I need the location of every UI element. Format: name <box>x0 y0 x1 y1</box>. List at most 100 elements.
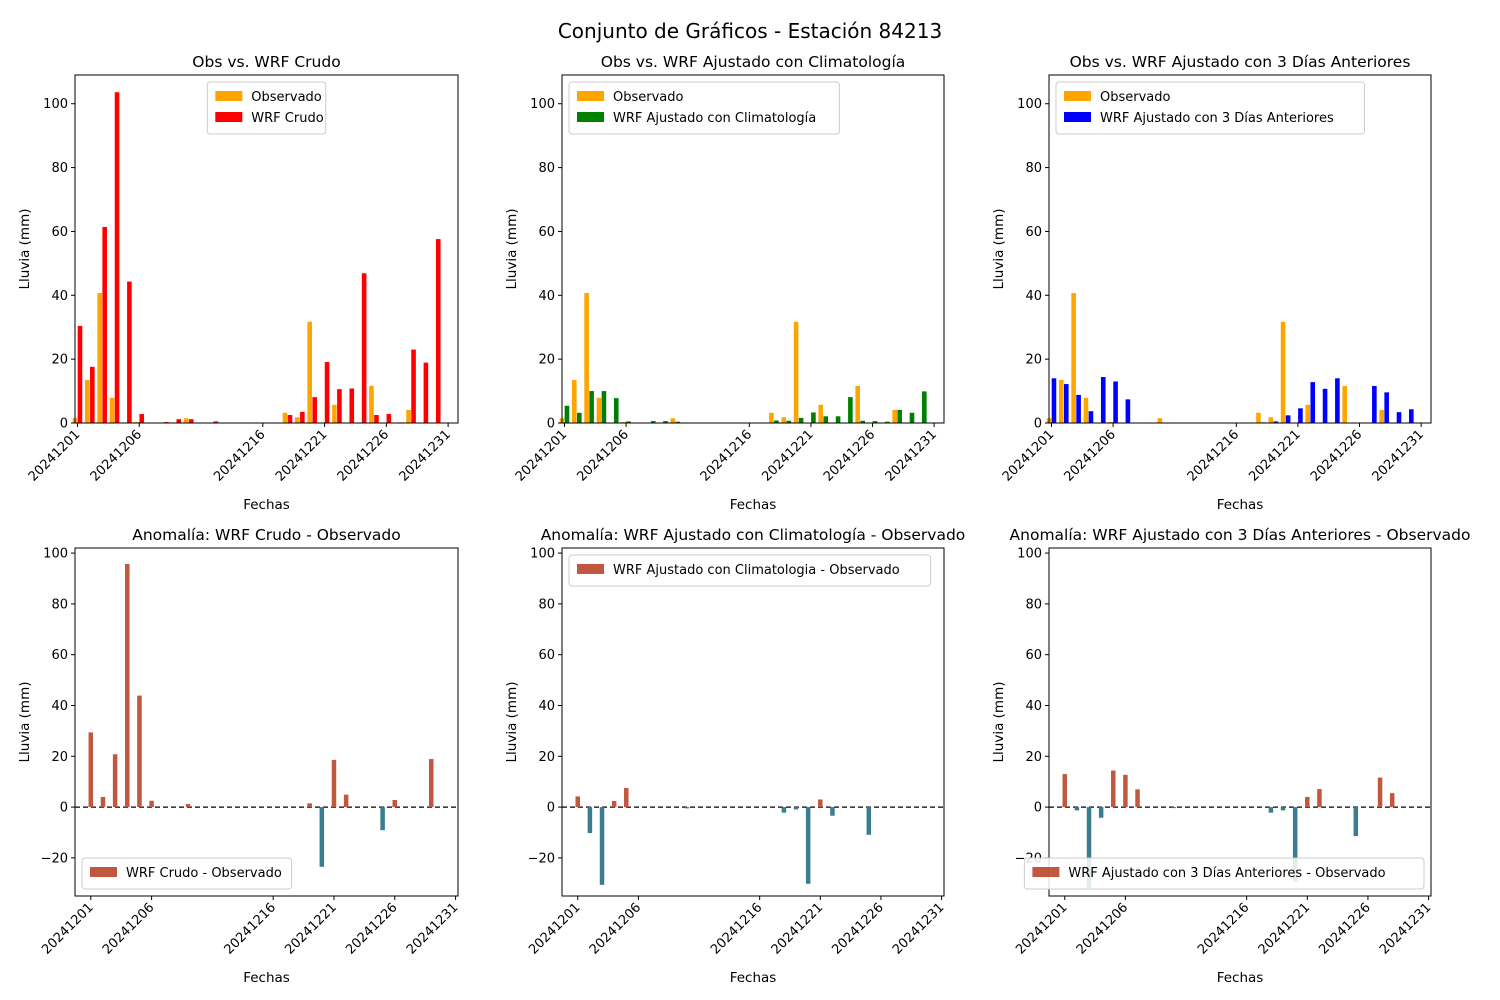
y-tick-label: 80 <box>51 161 68 176</box>
legend-box <box>568 81 840 135</box>
x-tick-label: 20241201 <box>39 900 96 957</box>
y-tick-label: 100 <box>43 547 68 562</box>
y-tick-label: 100 <box>1017 97 1042 112</box>
y-axis-label: Lluvia (mm) <box>504 209 520 290</box>
bar-model-19 <box>300 411 305 423</box>
legend-swatch <box>577 112 604 122</box>
x-tick-label: 20241221 <box>273 427 330 484</box>
x-tick-label: 20241221 <box>1246 427 1303 484</box>
axes-frame <box>74 74 459 424</box>
bar-model-2 <box>587 807 593 834</box>
x-tick-label: 20241226 <box>1308 427 1365 484</box>
x-axis-label: Fechas <box>243 970 290 986</box>
legend-label: WRF Ajustado con 3 Días Anteriores <box>1100 111 1334 126</box>
bar-model-2 <box>1074 807 1080 811</box>
y-tick-label: 40 <box>51 289 68 304</box>
bar-model-1 <box>564 405 570 423</box>
y-tick-label: 0 <box>1034 417 1042 432</box>
legend-box <box>1023 857 1425 890</box>
x-tick-label: 20241216 <box>211 427 268 484</box>
x-tick-label: 20241226 <box>343 900 400 957</box>
bar-model-9 <box>176 419 182 423</box>
y-tick-label: 40 <box>1025 699 1042 714</box>
bar-model-24 <box>361 273 367 423</box>
bar-model-12 <box>213 421 219 423</box>
bar-model-18 <box>781 807 787 813</box>
y-tick-label: 40 <box>538 289 555 304</box>
bar-model-5 <box>613 398 619 423</box>
bar-model-2 <box>90 366 95 423</box>
x-tick-label: 20241226 <box>829 900 886 957</box>
y-tick-label: 0 <box>60 417 68 432</box>
y-tick-label: 40 <box>1025 289 1042 304</box>
y-tick-label: 100 <box>530 547 555 562</box>
bar-model-5 <box>624 788 629 808</box>
axes-frame <box>74 547 459 897</box>
bar-model-9 <box>663 421 668 423</box>
bar-model-29 <box>429 759 434 808</box>
x-tick-label: 20241231 <box>890 900 947 957</box>
bar-observado-10 <box>1157 418 1163 423</box>
bar-observado-19 <box>781 417 787 423</box>
bar-model-7 <box>1135 789 1140 808</box>
bar-model-20 <box>319 807 325 867</box>
legend-label: Observado <box>1100 90 1171 105</box>
bar-observado-2 <box>1058 379 1064 423</box>
x-tick-label: 20241206 <box>88 427 145 484</box>
legend-label: WRF Ajustado con 3 Días Anteriores - Obs… <box>1068 866 1385 881</box>
bar-observado-22 <box>332 404 337 423</box>
bar-observado-28 <box>892 409 897 423</box>
bar-observado-4 <box>1083 397 1089 423</box>
bar-model-1 <box>1062 774 1068 808</box>
bar-model-28 <box>1384 392 1389 423</box>
x-tick-label: 20241226 <box>821 427 878 484</box>
bar-model-27 <box>1377 777 1383 808</box>
bar-model-21 <box>818 799 823 808</box>
x-tick-label: 20241216 <box>708 900 765 957</box>
bar-model-23 <box>349 388 355 423</box>
figure-suptitle: Conjunto de Gráficos - Estación 84213 <box>558 19 942 43</box>
y-axis-label: Lluvia (mm) <box>504 682 520 763</box>
bar-observado-4 <box>596 397 602 423</box>
bar-model-5 <box>1111 770 1116 808</box>
bar-observado-28 <box>406 409 411 423</box>
x-axis-label: Fechas <box>730 970 777 986</box>
bar-observado-3 <box>97 293 102 423</box>
x-tick-label: 20241231 <box>1370 427 1427 484</box>
bar-model-18 <box>287 415 293 423</box>
bar-model-20 <box>805 807 811 884</box>
legend-swatch <box>1064 112 1091 122</box>
bar-model-2 <box>1063 384 1069 423</box>
legend-label: WRF Ajustado con Climatología <box>613 111 816 126</box>
x-tick-label: 20241216 <box>1195 900 1252 957</box>
panel-p4: Anomalía: WRF Crudo - Observado −20 0 20 40 6… <box>17 526 461 986</box>
y-tick-label: 60 <box>51 648 68 663</box>
legend: Observado WRF Ajustado con 3 Días Anterio… <box>1055 81 1365 135</box>
legend-swatch <box>90 867 117 877</box>
bar-model-22 <box>343 794 349 808</box>
panel-title: Anomalía: WRF Ajustado con Climatología … <box>541 526 966 544</box>
bar-model-3 <box>1076 394 1081 423</box>
y-tick-label: 20 <box>1025 353 1042 368</box>
bar-model-1 <box>88 732 94 808</box>
y-tick-label: 20 <box>1025 750 1042 765</box>
bar-model-25 <box>860 420 866 423</box>
legend-box <box>1055 81 1365 135</box>
x-tick-label: 20241221 <box>769 900 826 957</box>
x-axis-label: Fechas <box>1217 970 1264 986</box>
bar-model-25 <box>374 415 379 423</box>
bar-observado-3 <box>584 293 589 423</box>
x-axis-label: Fechas <box>730 497 777 513</box>
bar-model-1 <box>77 325 83 423</box>
bar-model-29 <box>909 412 915 423</box>
y-tick-label: 60 <box>538 225 555 240</box>
bar-model-29 <box>423 362 429 423</box>
bar-model-3 <box>589 391 594 423</box>
bar-model-28 <box>1389 793 1395 808</box>
bar-model-10 <box>684 807 690 809</box>
bar-model-4 <box>1088 411 1094 423</box>
bar-model-25 <box>866 807 872 835</box>
bar-model-4 <box>125 564 130 808</box>
bar-model-21 <box>811 412 816 423</box>
x-axis-label: Fechas <box>1217 497 1264 513</box>
